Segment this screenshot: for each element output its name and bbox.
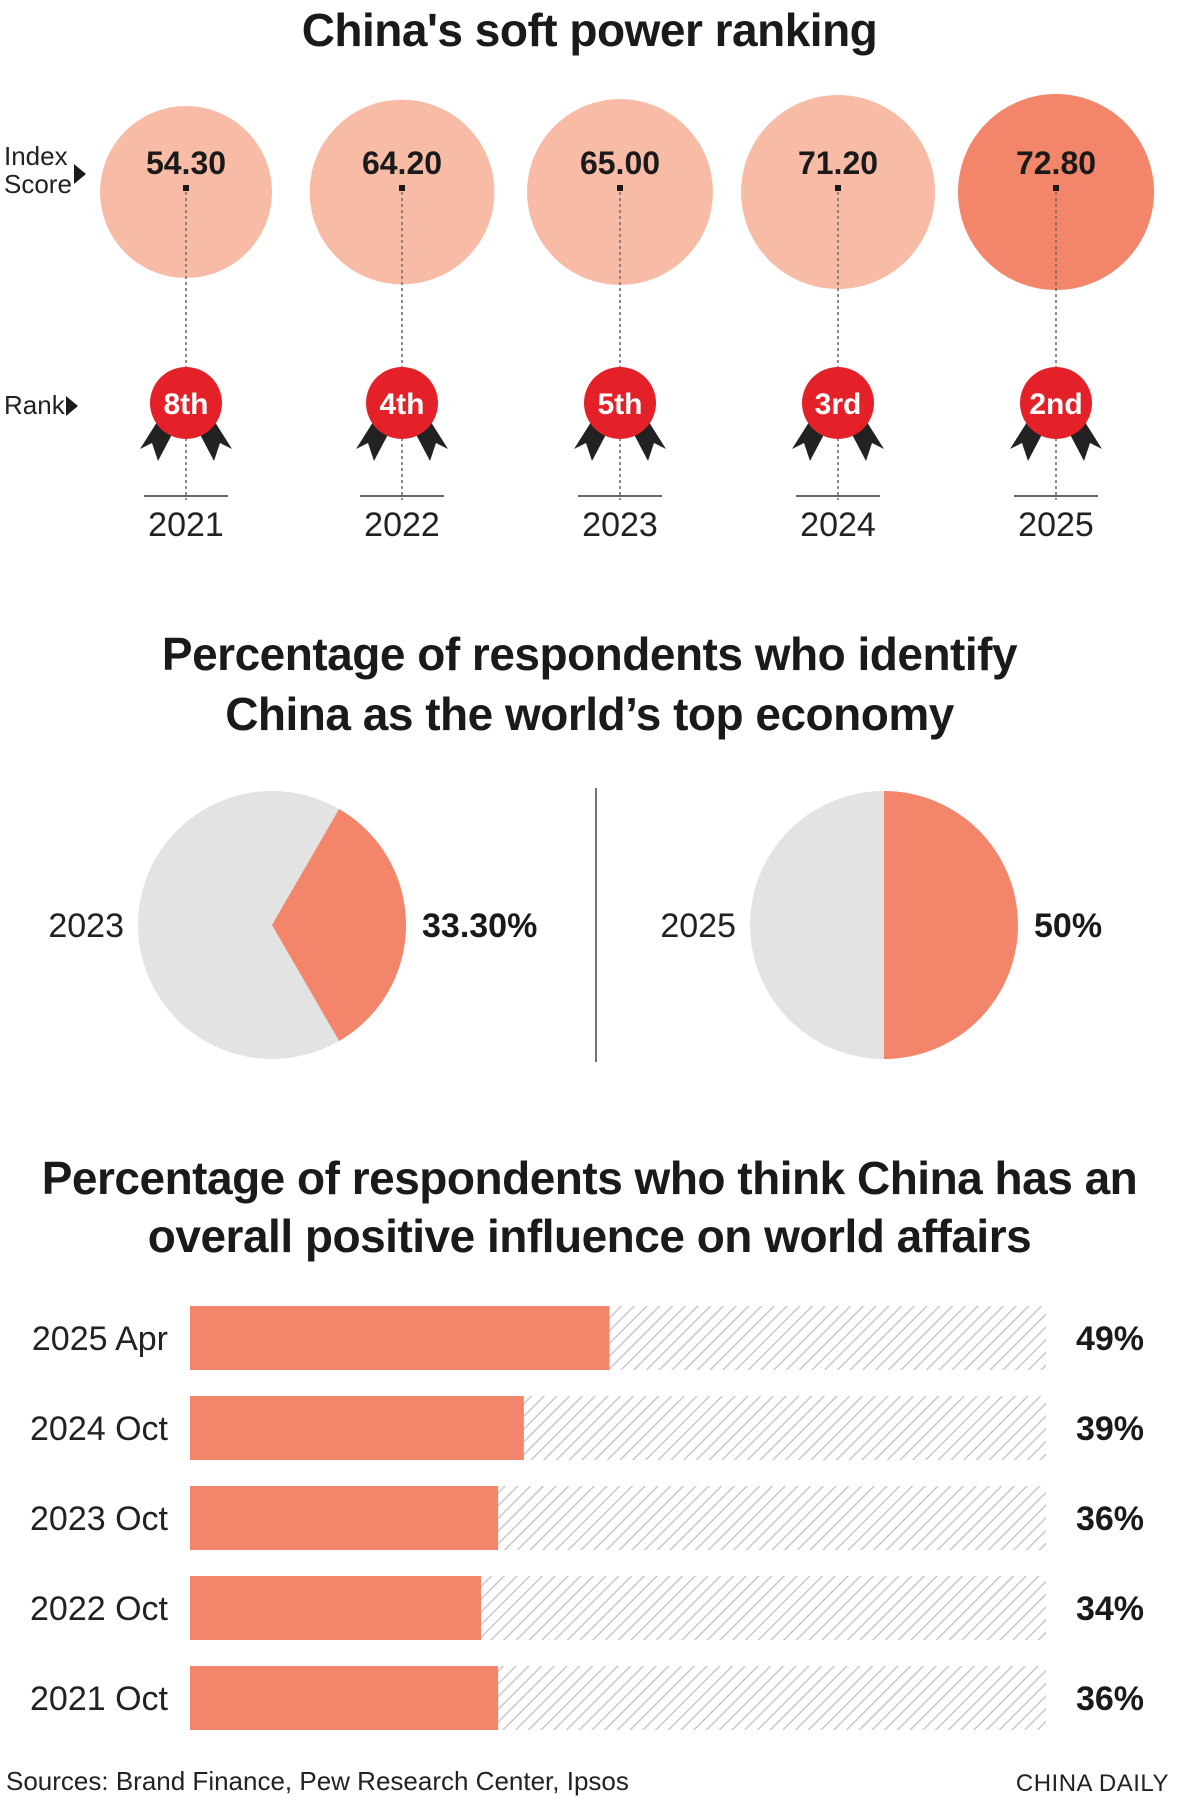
pie-year-label: 2025	[660, 907, 736, 945]
rank-label: 4th	[380, 388, 425, 421]
index-score-label: Index Score	[4, 142, 72, 198]
bar-category-label: 2025 Apr	[32, 1320, 168, 1358]
soft-power-title: China's soft power ranking	[301, 4, 878, 56]
bar	[190, 1306, 610, 1370]
pie-slice	[272, 809, 407, 1041]
china-daily-credit: CHINA DAILY	[1015, 1770, 1169, 1797]
bar-category-label: 2021 Oct	[30, 1680, 169, 1718]
top-economy-title-line1: Percentage of respondents who identify	[161, 628, 1018, 680]
year-label: 2024	[800, 506, 876, 544]
sources-note: Sources: Brand Finance, Pew Research Cen…	[6, 1766, 629, 1796]
bar	[190, 1396, 524, 1460]
score-label: 65.00	[580, 145, 660, 181]
rank-label: 8th	[164, 388, 209, 421]
bar-value-label: 36%	[1076, 1680, 1144, 1718]
index-label-line1: Index	[4, 141, 68, 171]
positive-influence-title-line1: Percentage of respondents who think Chin…	[41, 1152, 1138, 1204]
medal-icon	[802, 367, 874, 439]
year-label: 2023	[582, 506, 658, 544]
score-label: 72.80	[1016, 145, 1096, 181]
year-label: 2025	[1018, 506, 1094, 544]
index-label-line2: Score	[4, 169, 72, 199]
rank-label: 2nd	[1029, 388, 1082, 421]
rank-label: 3rd	[815, 388, 862, 421]
bar-category-label: 2023 Oct	[30, 1500, 169, 1538]
score-dot	[1053, 185, 1059, 191]
pie-year-label: 2023	[48, 907, 124, 945]
positive-influence-title-line2: overall positive influence on world affa…	[147, 1210, 1032, 1262]
rank-arrow-icon	[66, 396, 78, 416]
pie-slice	[884, 791, 1018, 1059]
year-label: 2021	[148, 506, 224, 544]
bar-value-label: 49%	[1076, 1320, 1144, 1358]
bar-category-label: 2022 Oct	[30, 1590, 169, 1628]
top-economy-pie-chart: 2023 33.30% 2025 50%	[48, 788, 1102, 1062]
bar	[190, 1486, 499, 1550]
pie-value-label: 50%	[1034, 907, 1102, 945]
score-dot	[399, 185, 405, 191]
score-dot	[835, 185, 841, 191]
score-dot	[183, 185, 189, 191]
pie-value-label: 33.30%	[422, 907, 537, 945]
bar-value-label: 39%	[1076, 1410, 1144, 1448]
year-label: 2022	[364, 506, 440, 544]
bar-value-label: 36%	[1076, 1500, 1144, 1538]
index-arrow-icon	[74, 164, 86, 184]
bar	[190, 1666, 499, 1730]
rank-label: 5th	[598, 388, 643, 421]
bar-value-label: 34%	[1076, 1590, 1144, 1628]
medal-icon	[366, 367, 438, 439]
medal-icon	[150, 367, 222, 439]
score-dot	[617, 185, 623, 191]
bar	[190, 1576, 482, 1640]
score-label: 54.30	[146, 145, 226, 181]
medal-icon	[584, 367, 656, 439]
score-label: 64.20	[362, 145, 442, 181]
medal-icon	[1020, 367, 1092, 439]
top-economy-title-line2: China as the world’s top economy	[225, 688, 954, 740]
rank-label: Rank	[4, 390, 65, 420]
positive-influence-bar-chart: 2025 Apr 49% 2024 Oct 39% 2023 Oct 36% 2022 Oc…	[30, 1306, 1144, 1730]
soft-power-chart: 54.30 8th 2021 64.20 4th 2022 65.00 5th 2023 71.2…	[100, 94, 1154, 544]
score-label: 71.20	[798, 145, 878, 181]
bar-category-label: 2024 Oct	[30, 1410, 169, 1448]
